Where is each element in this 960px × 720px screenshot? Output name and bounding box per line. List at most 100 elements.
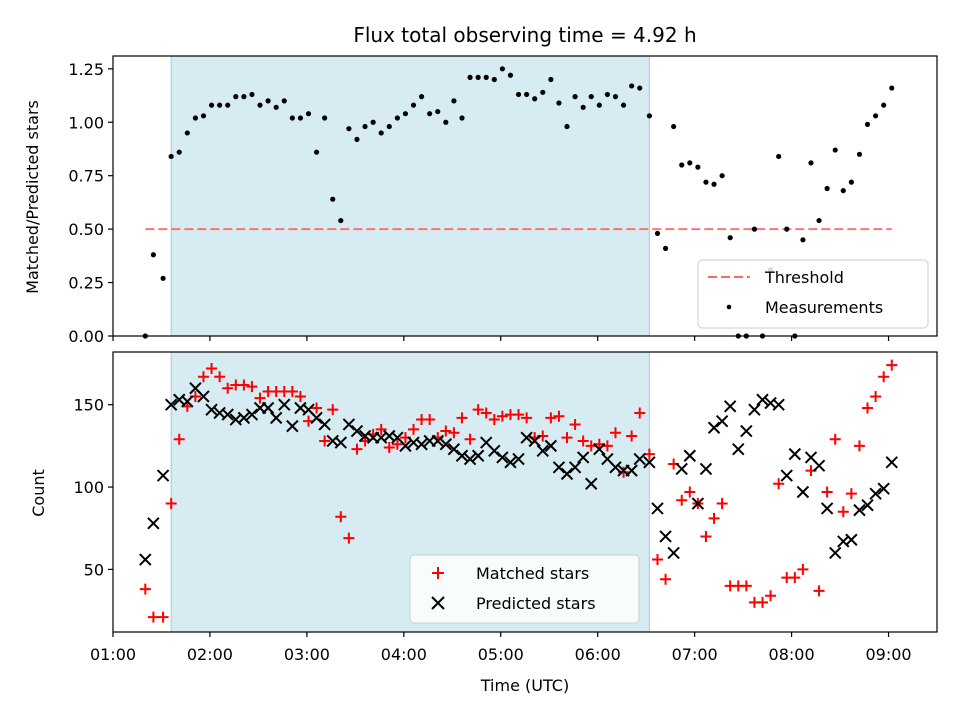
measurement-point — [184, 130, 190, 136]
legend-measurements-swatch — [726, 304, 732, 310]
predicted-star-point — [667, 546, 680, 560]
measurement-point — [241, 94, 247, 100]
matched-star-point — [553, 410, 565, 422]
predicted-star-point — [455, 449, 469, 462]
predicted-star-point — [633, 452, 646, 466]
matched-star-point — [165, 498, 177, 510]
measurement-point — [208, 102, 215, 108]
predicted-star-point — [576, 451, 590, 464]
top-y-tick-label: 1.25 — [68, 60, 104, 79]
matched-star-point — [853, 440, 865, 452]
bottom-legend-box — [409, 554, 640, 624]
matched-star-point — [294, 390, 306, 402]
measurement-point — [297, 115, 304, 121]
predicted-star-point — [463, 452, 477, 466]
measurement-point — [281, 98, 287, 104]
measurement-point — [313, 149, 320, 155]
measurement-point — [889, 85, 895, 91]
matched-star-point — [634, 407, 646, 419]
predicted-star-point — [350, 424, 364, 438]
measurement-point — [192, 115, 198, 121]
top-plot-frame — [112, 55, 938, 337]
matched-star-point — [214, 371, 226, 383]
predicted-star-point — [820, 502, 834, 515]
measurement-point — [548, 76, 554, 83]
predicted-star-point — [625, 464, 638, 477]
measurement-point — [483, 74, 489, 80]
top-y-tick-label: 0.75 — [68, 167, 104, 186]
matched-star-point — [845, 488, 857, 500]
top-y-tick-label: 1.00 — [68, 113, 104, 132]
predicted-star-point — [286, 419, 299, 433]
predicted-stars-series — [139, 382, 898, 566]
matched-star-point — [464, 433, 476, 445]
measurement-point — [499, 66, 505, 72]
measurement-point — [808, 160, 814, 166]
x-tick-label: 05:00 — [478, 645, 524, 664]
matched-star-point — [878, 371, 890, 383]
measurement-point — [687, 160, 693, 166]
measurement-point — [856, 151, 863, 157]
legend-predicted-swatch — [431, 596, 445, 610]
measurement-point — [289, 115, 295, 121]
predicted-star-point — [399, 439, 412, 453]
measurement-point — [338, 217, 344, 224]
predicted-star-point — [675, 462, 688, 476]
measurement-point — [265, 98, 271, 104]
matched-star-point — [472, 404, 484, 416]
matched-star-point — [351, 443, 363, 455]
measurement-point — [727, 235, 733, 241]
matched-star-point — [408, 423, 420, 435]
measurement-point — [225, 102, 231, 108]
measurement-point — [679, 162, 685, 168]
x-axis-title: Time (UTC) — [480, 676, 569, 695]
top-y-tick-label: 0.00 — [68, 327, 104, 346]
predicted-star-point — [334, 436, 348, 449]
measurement-point — [491, 76, 497, 83]
measurement-point — [671, 123, 677, 130]
predicted-star-point — [845, 533, 858, 546]
matched-star-point — [335, 511, 347, 523]
matched-star-point — [513, 409, 525, 421]
measurement-point — [467, 74, 473, 80]
predicted-star-point — [221, 408, 234, 421]
predicted-star-point — [560, 467, 574, 481]
measurement-point — [443, 119, 449, 125]
measurement-point — [515, 91, 522, 98]
predicted-star-point — [512, 452, 525, 466]
predicted-star-point — [585, 477, 598, 490]
predicted-star-point — [853, 503, 866, 517]
matched-star-point — [626, 430, 638, 442]
measurement-point — [354, 136, 360, 142]
predicted-star-point — [439, 438, 453, 451]
measurement-point — [305, 111, 312, 117]
measurement-point — [816, 217, 822, 224]
matched-star-point — [424, 414, 436, 426]
matched-star-point — [708, 512, 720, 524]
predicted-star-point — [164, 398, 178, 411]
predicted-star-point — [310, 411, 323, 425]
x-tick-label: 06:00 — [575, 645, 621, 664]
measurement-point — [540, 89, 546, 95]
predicted-star-point — [796, 485, 810, 499]
x-tick-label: 09:00 — [865, 645, 911, 664]
predicted-star-point — [829, 546, 842, 560]
measurement-point — [662, 245, 669, 251]
matched-star-point — [886, 359, 898, 371]
bottom-legend: Matched stars Predicted stars — [409, 554, 640, 624]
predicted-star-point — [544, 439, 558, 453]
measurement-point — [646, 113, 653, 119]
matched-star-point — [311, 402, 323, 414]
measurement-point — [620, 102, 627, 108]
measurement-point — [629, 83, 635, 89]
matched-star-point — [684, 486, 696, 498]
matched-star-point — [139, 583, 151, 595]
predicted-star-point — [699, 462, 713, 476]
matched-star-point — [375, 423, 387, 435]
matched-star-point — [448, 427, 460, 439]
measurement-point — [346, 126, 352, 132]
measurement-point — [776, 153, 782, 160]
predicted-star-point — [139, 553, 152, 566]
top-y-tick-label: 0.25 — [68, 274, 104, 293]
predicted-star-point — [659, 530, 672, 543]
